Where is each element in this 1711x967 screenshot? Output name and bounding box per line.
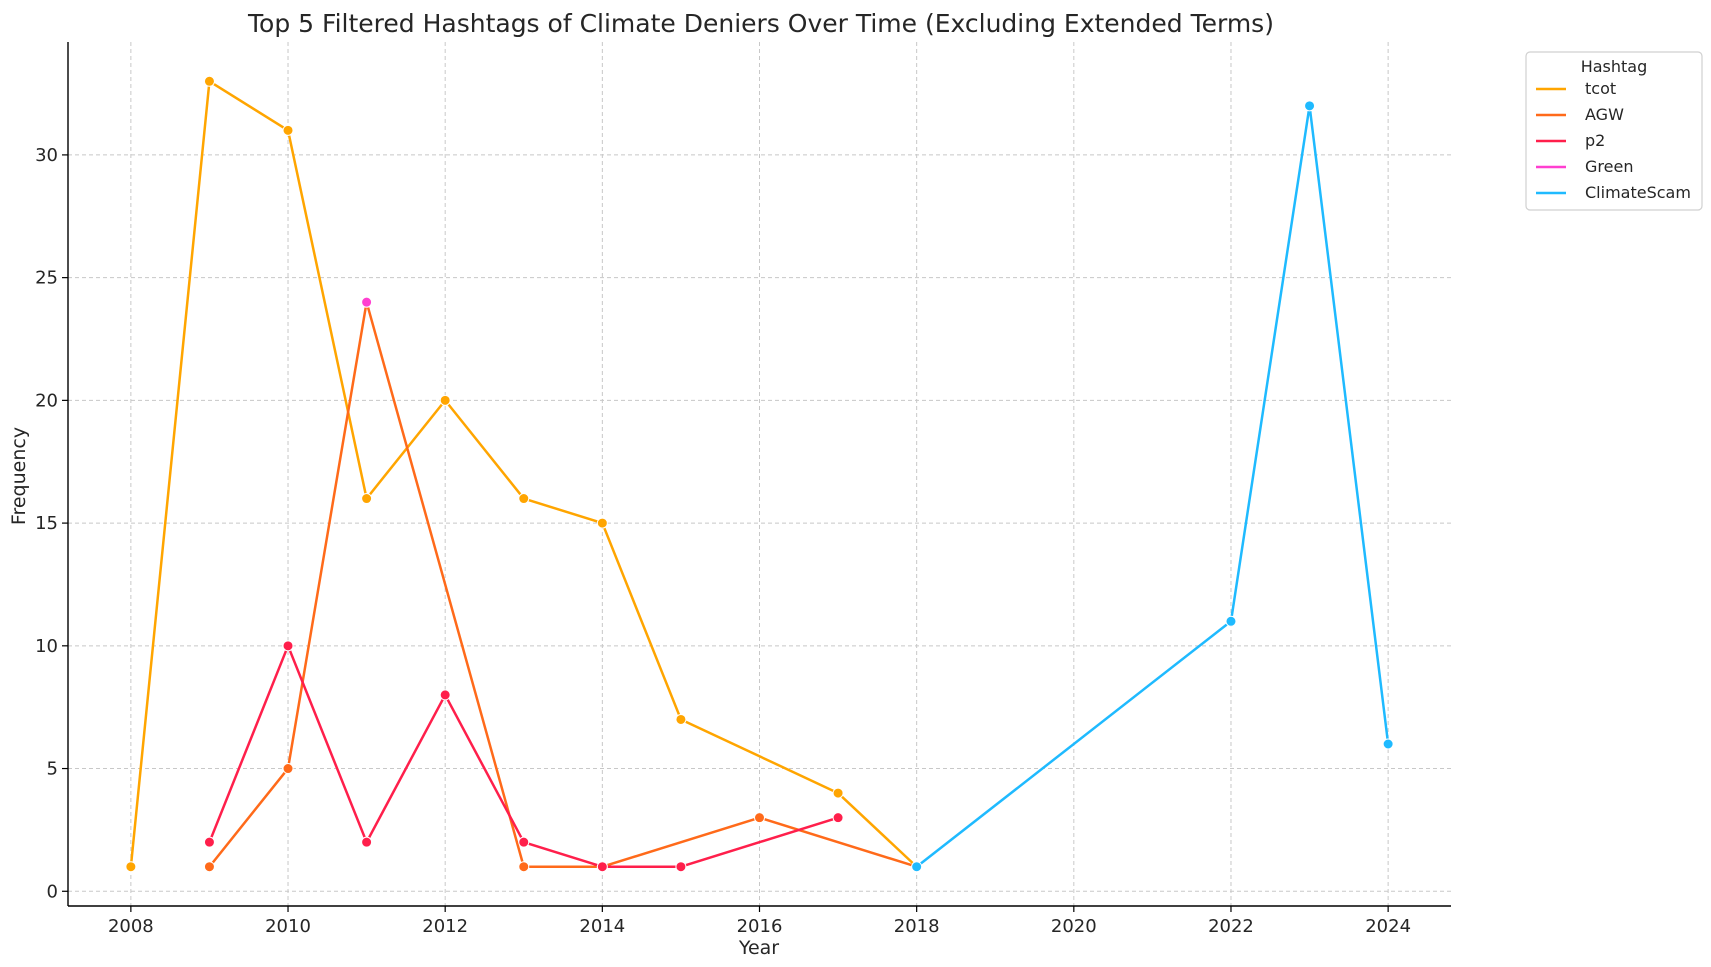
- legend-title: Hashtag: [1581, 57, 1648, 76]
- data-point: [282, 640, 294, 652]
- data-point: [361, 836, 373, 848]
- data-point: [518, 861, 530, 873]
- x-tick-label: 2008: [108, 916, 154, 937]
- data-point: [282, 763, 294, 775]
- chart-title: Top 5 Filtered Hashtags of Climate Denie…: [247, 9, 1274, 38]
- data-point: [203, 861, 215, 873]
- data-point: [1225, 615, 1237, 627]
- data-point: [439, 689, 451, 701]
- data-point: [832, 787, 844, 799]
- data-point: [361, 296, 373, 308]
- x-tick-label: 2020: [1051, 916, 1097, 937]
- gridlines: [68, 42, 1451, 906]
- legend-items: tcot AGW p2 Green ClimateScam: [1536, 79, 1691, 202]
- x-tick-label: 2022: [1208, 916, 1254, 937]
- data-point: [754, 812, 765, 824]
- data-point: [439, 394, 451, 406]
- series-line-climatescam: [915, 104, 1390, 868]
- series-line-p2: [208, 644, 840, 868]
- legend-label: p2: [1585, 131, 1605, 150]
- series-line-tcot: [129, 80, 918, 868]
- data-point: [675, 861, 687, 873]
- y-axis-ticks: 0 5 10 15 20 25 30: [35, 145, 68, 902]
- legend-label: tcot: [1585, 79, 1616, 98]
- data-point: [1382, 738, 1394, 750]
- y-tick-label: 10: [35, 636, 58, 657]
- series-tcot: [125, 75, 923, 873]
- data-point: [518, 493, 530, 505]
- series-p2: [203, 640, 844, 873]
- y-axis-label: Frequency: [8, 427, 30, 525]
- series-climatescam: [911, 100, 1394, 873]
- x-axis-label: Year: [738, 937, 779, 959]
- data-point: [203, 75, 215, 87]
- data-point: [596, 517, 608, 529]
- x-tick-label: 2018: [894, 916, 940, 937]
- x-tick-label: 2024: [1365, 916, 1411, 937]
- y-tick-label: 15: [35, 513, 58, 534]
- data-point: [282, 124, 294, 136]
- plot-area: 2008 2010 2012 2014 2016 2018 2020 2022 2024 051…: [35, 42, 1451, 937]
- x-tick-label: 2010: [265, 916, 311, 937]
- y-tick-label: 25: [35, 268, 58, 289]
- series-green: [361, 296, 373, 308]
- data-point: [518, 836, 530, 848]
- y-tick-label: 20: [35, 390, 58, 411]
- data-point: [596, 861, 608, 873]
- legend-label: Green: [1585, 157, 1633, 176]
- data-point: [125, 861, 137, 873]
- data-point: [361, 493, 373, 505]
- data-point: [832, 812, 844, 824]
- legend-label: ClimateScam: [1585, 183, 1691, 202]
- x-tick-label: 2014: [579, 916, 625, 937]
- x-axis-ticks: 2008 2010 2012 2014 2016 2018 2020 2022 2024: [108, 906, 1411, 937]
- data-series: [125, 75, 1394, 873]
- x-tick-label: 2016: [737, 916, 783, 937]
- legend: Hashtag tcot AGW p2 Green ClimateScam: [1525, 51, 1703, 211]
- legend-box: [1525, 51, 1703, 211]
- data-point: [203, 836, 215, 848]
- data-point: [675, 713, 687, 725]
- y-tick-label: 0: [47, 881, 58, 902]
- x-tick-label: 2012: [422, 916, 468, 937]
- data-point: [911, 861, 923, 873]
- y-tick-label: 30: [35, 145, 58, 166]
- y-tick-label: 5: [47, 759, 58, 780]
- legend-label: AGW: [1585, 105, 1624, 124]
- data-point: [1304, 100, 1316, 112]
